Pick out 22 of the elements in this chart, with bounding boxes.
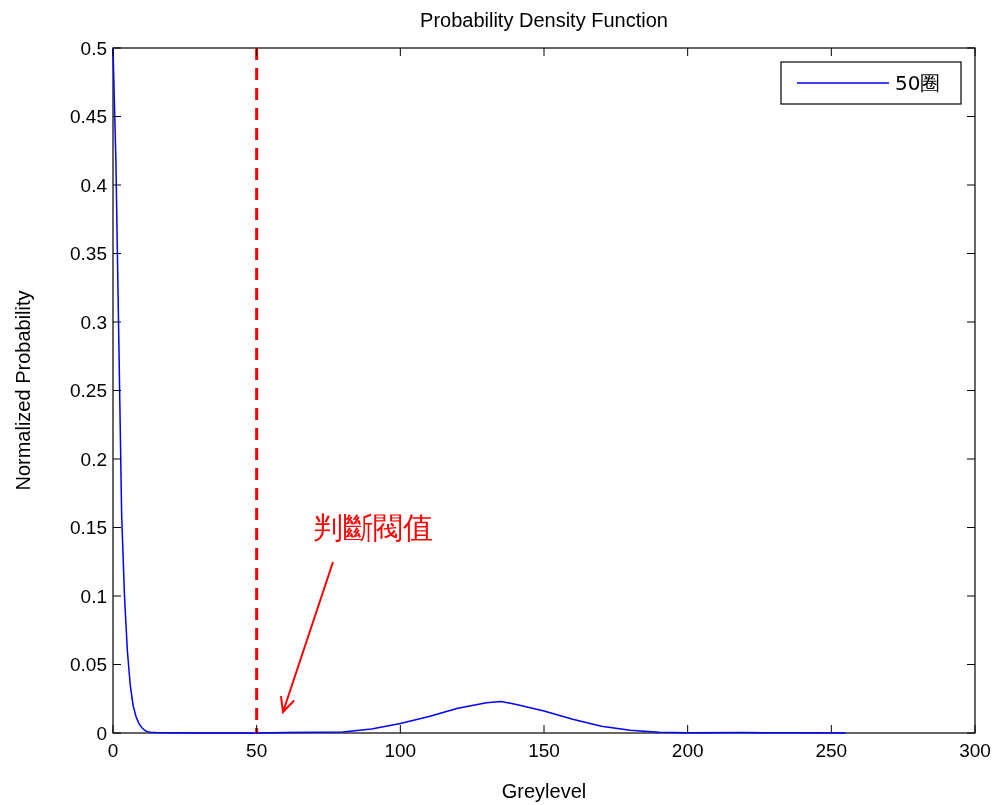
y-tick-label: 0.2 xyxy=(80,448,107,470)
y-tick-label: 0.1 xyxy=(80,585,107,607)
y-tick-label: 0.25 xyxy=(70,380,107,402)
y-tick-label: 0.3 xyxy=(80,311,107,333)
x-tick-label: 50 xyxy=(246,740,268,761)
x-tick-label: 250 xyxy=(815,740,848,761)
x-tick-label: 300 xyxy=(959,740,991,761)
x-tick-label: 150 xyxy=(528,740,560,761)
y-tick-label: 0.45 xyxy=(70,106,107,128)
y-tick-label: 0.35 xyxy=(70,243,107,265)
y-tick-label: 0.5 xyxy=(80,37,107,59)
y-tick-label: 0.05 xyxy=(70,654,107,676)
y-tick-label: 0 xyxy=(96,722,107,744)
x-tick-label: 200 xyxy=(671,740,704,761)
y-axis-title: Normalized Probability xyxy=(12,290,34,491)
x-tick-label: 100 xyxy=(384,740,417,761)
x-axis-title: Greylevel xyxy=(501,780,587,802)
y-tick-label: 0.4 xyxy=(80,174,108,196)
annotation: 判斷閥值 xyxy=(313,510,433,545)
y-tick-label: 0.15 xyxy=(70,517,107,539)
chart-title: Probability Density Function xyxy=(420,9,668,31)
legend-label: 50圈 xyxy=(895,71,941,95)
